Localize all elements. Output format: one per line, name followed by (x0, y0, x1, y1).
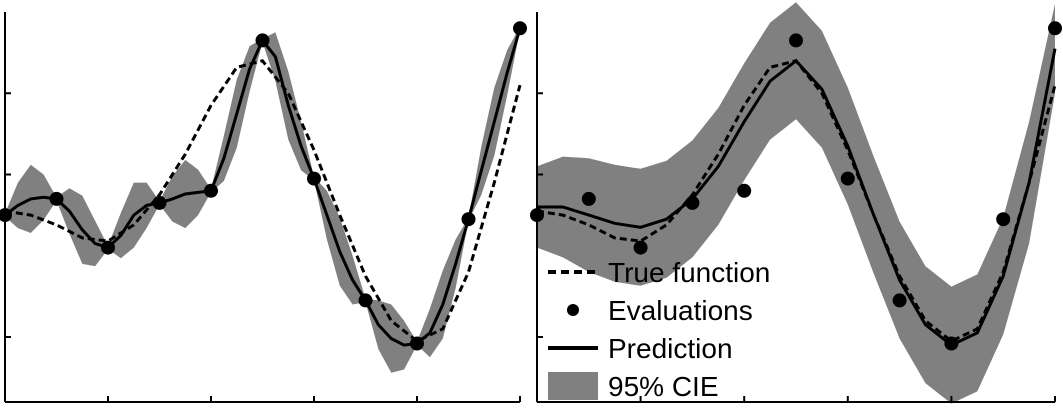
evaluation-point (840, 171, 855, 186)
panel-1 (0, 12, 527, 403)
evaluation-point (789, 33, 803, 48)
evaluation-point (892, 293, 907, 308)
prediction-line (537, 48, 1057, 347)
legend-evaluations-symbol (567, 304, 579, 316)
legend-label: Prediction (608, 333, 733, 364)
confidence-band (5, 26, 520, 373)
panel-2: True function Evaluations Prediction 95% CI… (530, 2, 1062, 404)
evaluation-point (633, 240, 648, 255)
evaluation-point (581, 191, 596, 206)
evaluation-point (410, 336, 424, 351)
confidence-band (537, 2, 1055, 404)
legend: True function Evaluations Prediction 95% CI… (548, 257, 770, 402)
evaluation-point (255, 33, 270, 48)
evaluation-point (152, 195, 167, 210)
legend-label: 95% CIE (608, 371, 719, 402)
evaluation-point (685, 195, 700, 210)
legend-label: True function (608, 257, 770, 288)
evaluation-point (513, 21, 527, 36)
evaluation-point (461, 212, 476, 227)
evaluation-point (204, 183, 218, 198)
evaluation-point (944, 336, 959, 351)
legend-label: Evaluations (608, 295, 753, 326)
evaluation-point (307, 171, 321, 186)
evaluation-point (1048, 21, 1062, 36)
evaluation-point (996, 212, 1011, 227)
evaluation-point (49, 191, 64, 206)
evaluation-point (358, 293, 373, 308)
evaluation-point (101, 240, 115, 255)
legend-band-symbol (548, 372, 598, 400)
evaluation-point (737, 183, 752, 198)
